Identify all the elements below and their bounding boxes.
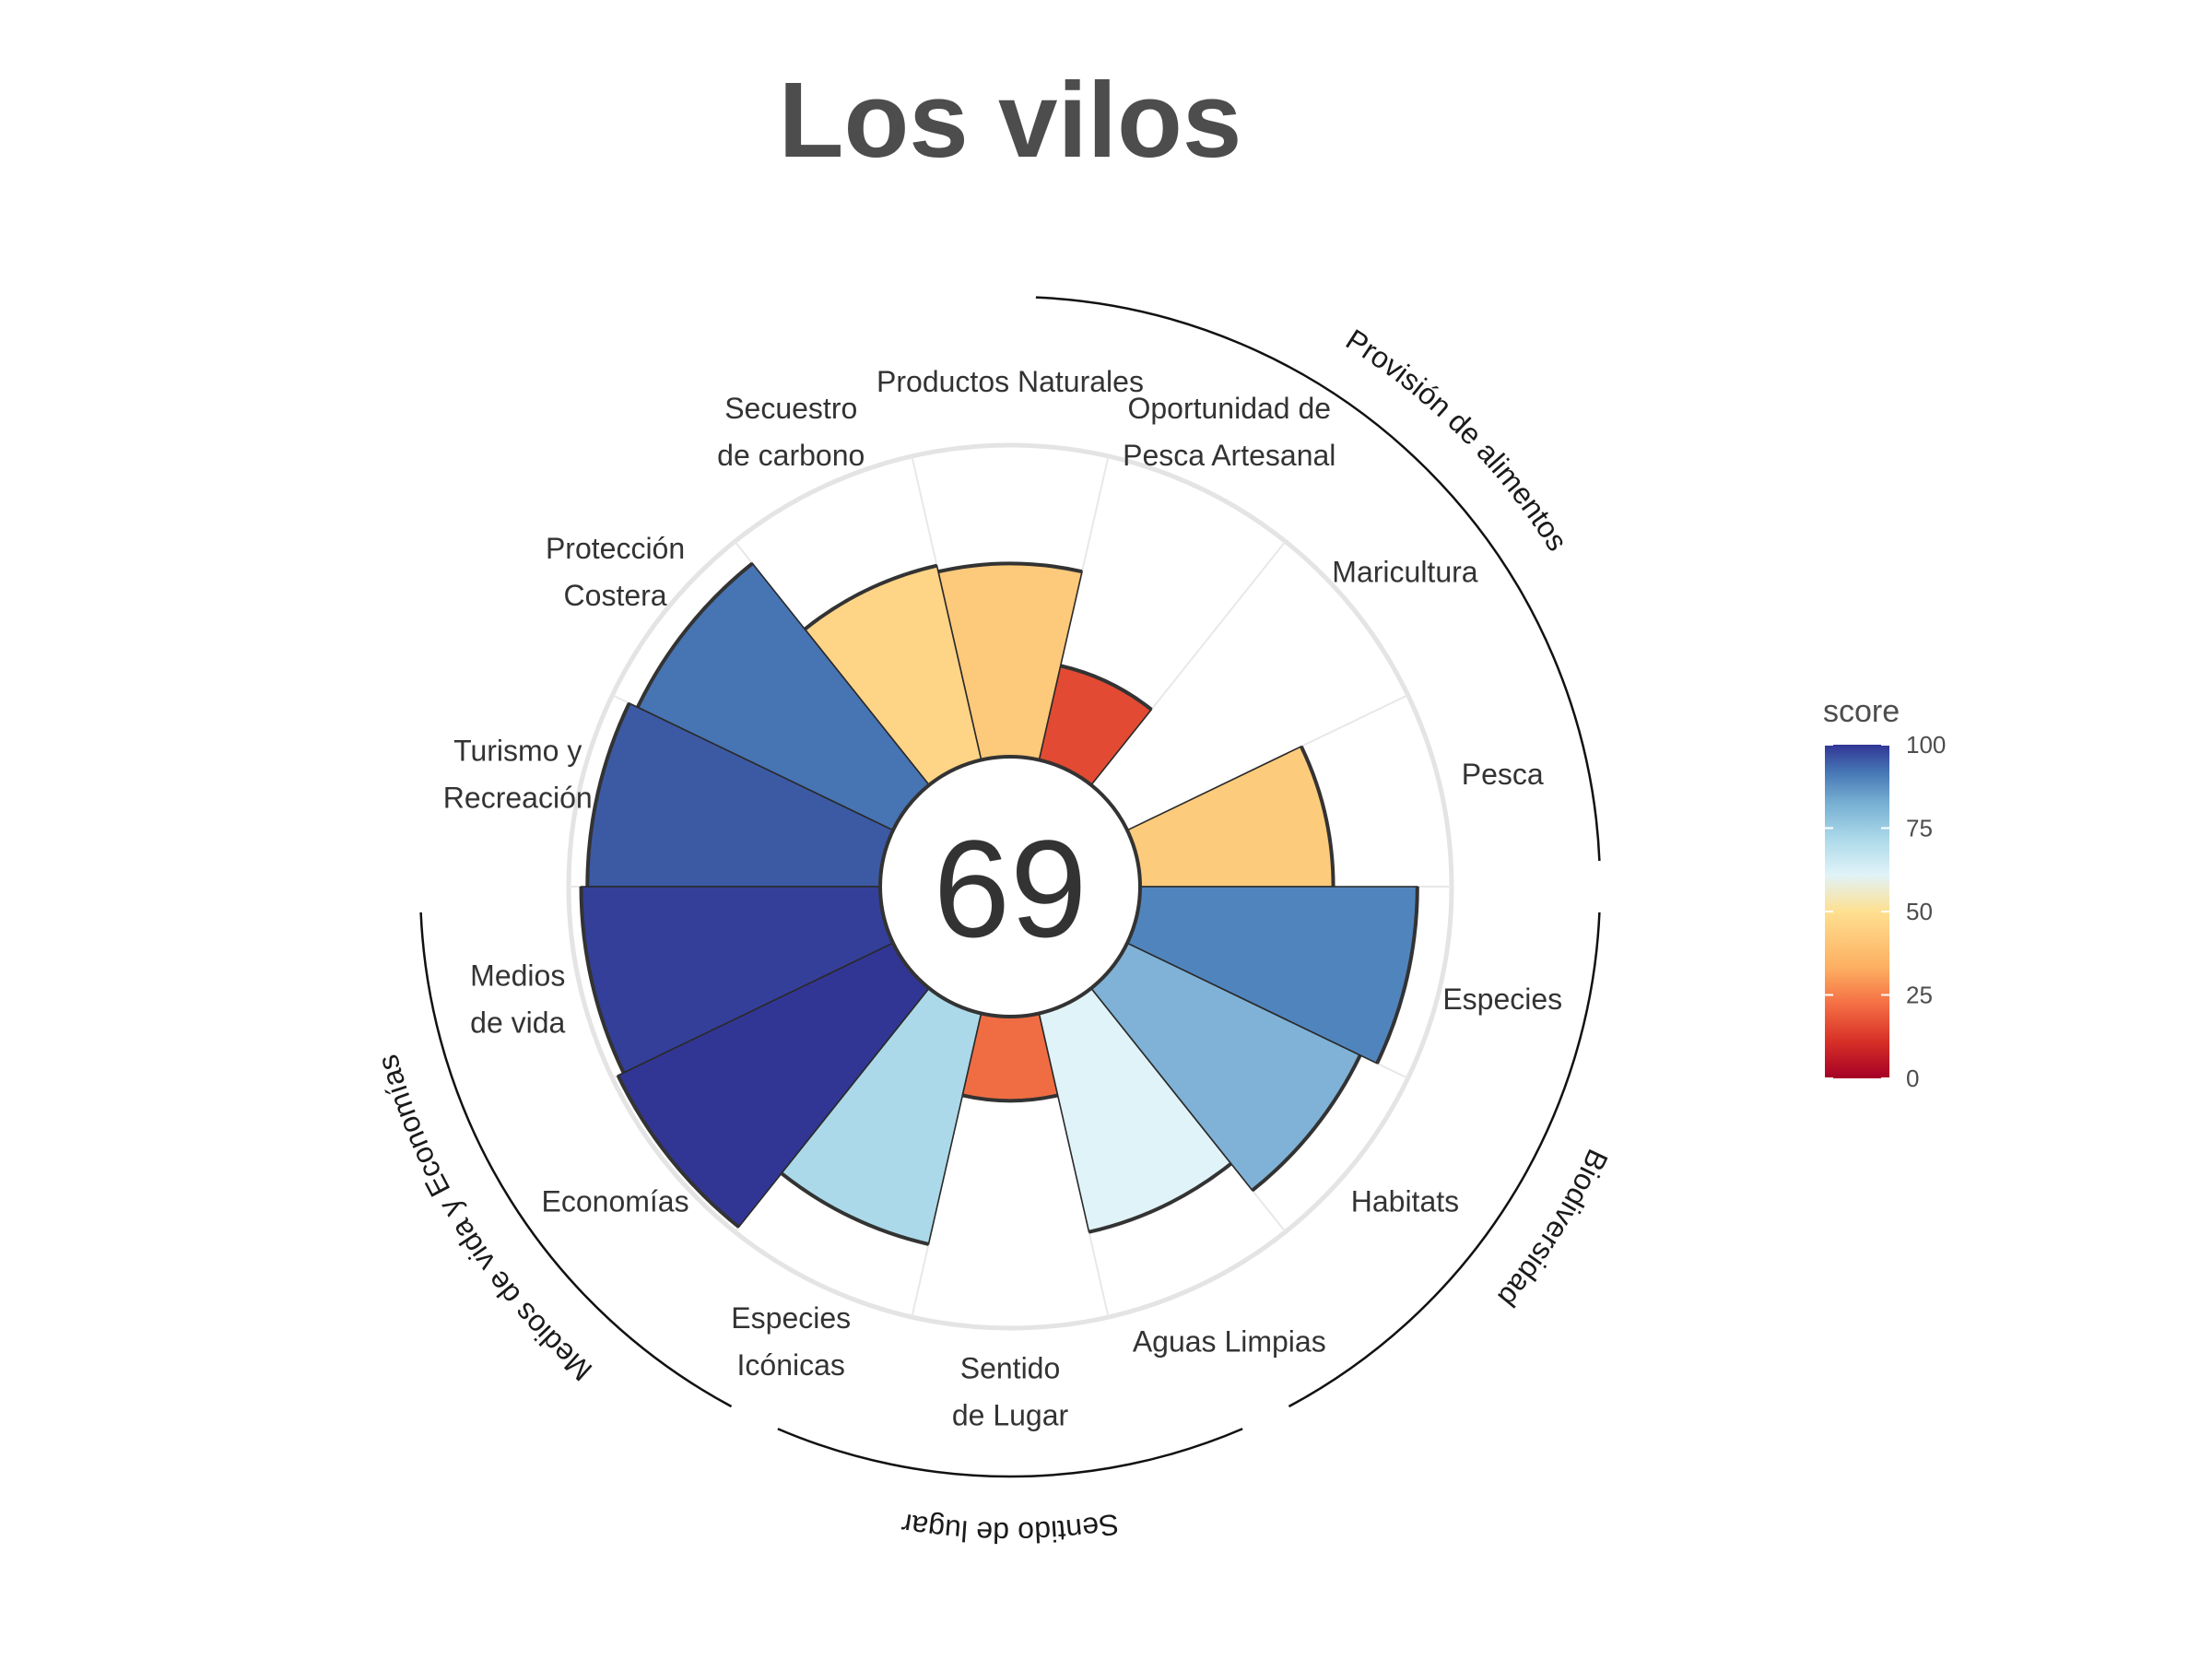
group-arc <box>1288 912 1601 1408</box>
category-label: Productos Naturales <box>877 365 1144 398</box>
group-label: Provisión de alimentos <box>1340 323 1574 557</box>
legend-title: score <box>1823 694 1900 729</box>
bars <box>579 561 1419 1246</box>
bar-outline <box>1300 746 1335 888</box>
legend-tick-label: 50 <box>1906 898 1933 925</box>
category-label: Pesca <box>1462 758 1544 791</box>
bar-outline <box>616 1075 740 1229</box>
bar-outline <box>803 563 937 631</box>
legend-tick-label: 100 <box>1906 731 1946 759</box>
category-label: Especies <box>1442 982 1562 1016</box>
category-label: Medios de vida <box>470 959 565 1039</box>
category-label: Protección Costera <box>546 532 685 612</box>
bar-outline <box>1088 1161 1232 1234</box>
group-label: Medios de vida y Economías <box>371 1052 598 1388</box>
legend-ticks: 0 25 50 75 100 <box>1825 731 1946 1092</box>
bar-outline <box>961 1093 1059 1103</box>
category-label: Habitats <box>1351 1185 1459 1218</box>
legend-tick-label: 75 <box>1906 815 1933 842</box>
bar-wedge <box>1125 745 1335 888</box>
legend-colorbar <box>1825 745 1889 1078</box>
bar-outline <box>1375 886 1419 1065</box>
category-label: Especies Icónicas <box>731 1301 851 1382</box>
category-labels: Pesca Maricultura Oportunidad de Pesca Arte… <box>443 365 1562 1432</box>
legend-tick-label: 0 <box>1906 1065 1919 1092</box>
category-label: Oportunidad de Pesca Artesanal <box>1123 392 1335 472</box>
group-arc <box>777 1428 1243 1478</box>
center-score: 69 <box>934 811 1088 966</box>
group-arc <box>419 912 733 1408</box>
bar-outline <box>579 886 626 1074</box>
category-label: Maricultura <box>1332 555 1477 588</box>
bar-outline <box>937 561 1083 574</box>
center-circle <box>878 755 1142 1018</box>
bar-outline <box>636 561 754 709</box>
chart-title: Los vilos <box>779 60 1242 180</box>
bar-outline <box>1060 664 1153 712</box>
category-label: Aguas Limpias <box>1133 1325 1326 1359</box>
legend: score 0 25 50 75 100 <box>1823 694 1946 1092</box>
bar-outline <box>1251 1054 1362 1193</box>
group-arc <box>1035 296 1601 862</box>
group-label: Biodiversidad <box>1491 1145 1615 1314</box>
bar-outline <box>585 702 631 888</box>
category-label: Secuestro de carbono <box>717 392 865 472</box>
category-label: Sentido de Lugar <box>952 1352 1069 1432</box>
category-label: Economías <box>542 1185 689 1218</box>
legend-tick-label: 25 <box>1906 982 1933 1009</box>
bar-outline <box>780 1171 929 1246</box>
category-label: Turismo y Recreación <box>443 735 593 815</box>
group-label: Sentido de lugar <box>899 1507 1121 1549</box>
